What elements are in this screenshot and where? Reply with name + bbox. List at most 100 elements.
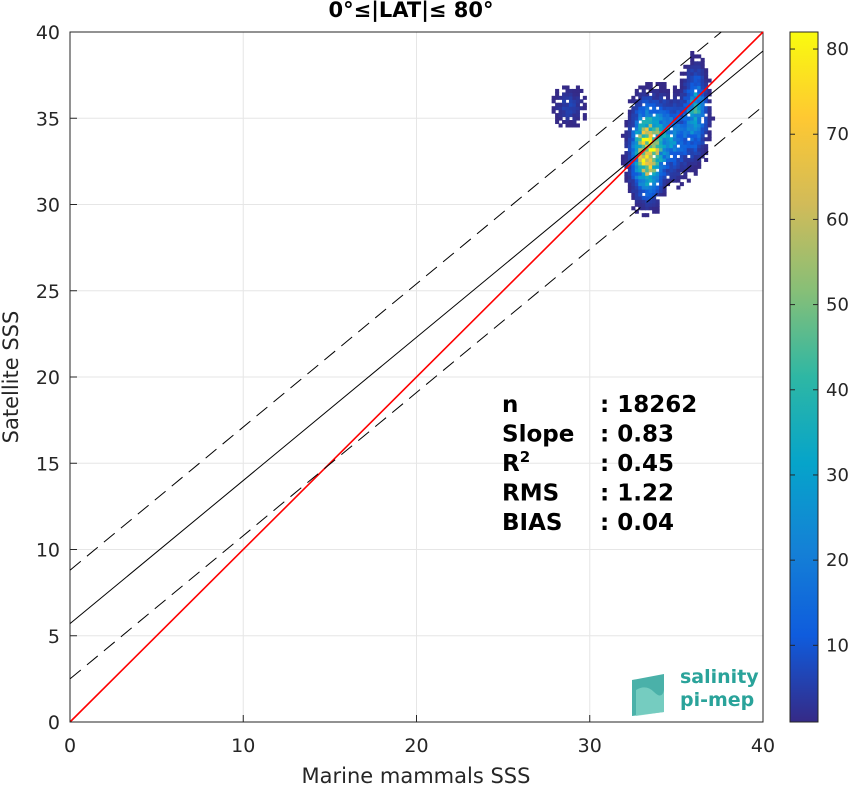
heatmap-cell [645, 85, 650, 90]
heatmap-cell [565, 113, 570, 118]
heatmap-cell [679, 164, 684, 169]
heatmap-cell [704, 116, 709, 121]
heatmap-cell [645, 140, 650, 145]
heatmap-cell [562, 85, 567, 90]
heatmap-cell [641, 144, 646, 149]
heatmap-cell [652, 199, 657, 204]
density-heatmap [551, 50, 716, 218]
heatmap-cell [648, 113, 653, 118]
heatmap-cell [662, 99, 667, 104]
heatmap-cell [641, 119, 646, 125]
heatmap-cell [562, 92, 567, 97]
heatmap-cell [645, 123, 650, 128]
heatmap-cell [631, 188, 636, 194]
heatmap-cell [568, 88, 574, 93]
heatmap-cell [659, 164, 664, 169]
x-tick-label: 30 [578, 735, 602, 757]
heatmap-cell [686, 92, 691, 97]
heatmap-cell [679, 137, 684, 142]
heatmap-cell [624, 151, 629, 156]
heatmap-cell [638, 185, 643, 190]
heatmap-cell [645, 202, 650, 207]
heatmap-cell [686, 85, 691, 90]
y-tick-label: 0 [48, 712, 60, 734]
heatmap-cell [659, 95, 664, 100]
heatmap-cell [679, 88, 684, 93]
heatmap-cell [575, 88, 580, 93]
heatmap-cell [565, 88, 570, 93]
heatmap-cell [662, 151, 667, 156]
colorbar-tick-label: 70 [826, 124, 849, 145]
heatmap-cell [641, 113, 646, 118]
heatmap-cell [655, 161, 660, 166]
heatmap-cell [641, 175, 646, 180]
heatmap-cell [627, 140, 632, 145]
heatmap-cell [707, 119, 712, 125]
heatmap-cell [707, 113, 712, 118]
heatmap-cell [648, 137, 653, 142]
stat-value: : 1.22 [600, 481, 674, 507]
stat-value: : 18262 [600, 392, 697, 418]
heatmap-cell [631, 164, 636, 169]
heatmap-cell [641, 206, 646, 211]
heatmap-cell [690, 140, 695, 145]
heatmap-cell [697, 68, 702, 73]
heatmap-cell [665, 95, 671, 100]
heatmap-cell [676, 99, 681, 104]
heatmap-cell [638, 171, 643, 176]
heatmap-cell [693, 75, 698, 80]
heatmap-cell [662, 137, 667, 142]
heatmap-cell [555, 113, 560, 118]
colorbar-tick-label: 40 [826, 380, 849, 401]
heatmap-cell [659, 85, 664, 90]
heatmap-cell [575, 102, 580, 107]
heatmap-cell [555, 92, 560, 97]
heatmap-cell [634, 192, 639, 197]
heatmap-cell [627, 133, 632, 138]
heatmap-cell [704, 82, 709, 87]
heatmap-cell [676, 109, 681, 114]
heatmap-cell [659, 147, 664, 152]
heatmap-cell [686, 157, 691, 162]
heatmap-cell [662, 171, 667, 176]
heatmap-cell [620, 157, 625, 162]
statistics-box: n: 18262 Slope: 0.83 R2: 0.45 RMS: 1.22 BIAS… [502, 392, 697, 536]
heatmap-cell [669, 168, 674, 173]
heatmap-cell [679, 147, 684, 152]
heatmap-cell [648, 126, 653, 131]
heatmap-cell [672, 144, 677, 149]
heatmap-cell [693, 64, 698, 69]
heatmap-cell [652, 175, 657, 180]
heatmap-cell [659, 102, 664, 107]
heatmap-cell [662, 116, 667, 121]
heatmap-cell [652, 123, 657, 128]
heatmap-cell [683, 102, 688, 107]
heatmap-cell [645, 161, 650, 166]
heatmap-cell [690, 123, 695, 128]
heatmap-cell [676, 137, 681, 142]
heatmap-cell [641, 123, 646, 128]
heatmap-cell [693, 140, 698, 145]
heatmap-cell [690, 157, 695, 162]
y-axis: 0 5 10 15 20 25 30 35 40 [36, 22, 77, 734]
heatmap-cell [676, 175, 681, 180]
heatmap-cell [676, 133, 681, 138]
heatmap-cell [665, 116, 671, 121]
heatmap-cell [645, 164, 650, 169]
heatmap-cell [648, 157, 653, 162]
heatmap-cell [683, 137, 688, 142]
heatmap-cell [645, 157, 650, 162]
heatmap-cell [676, 123, 681, 128]
heatmap-cell [700, 137, 705, 142]
heatmap-cell [648, 192, 653, 197]
heatmap-cell [565, 92, 570, 97]
heatmap-cell [655, 116, 660, 121]
heatmap-cell [700, 61, 705, 66]
heatmap-cell [655, 99, 660, 104]
heatmap-cell [641, 202, 646, 207]
heatmap-cell [676, 157, 681, 162]
heatmap-cell [652, 157, 657, 162]
heatmap-cell [693, 82, 698, 87]
heatmap-cell [700, 147, 705, 152]
heatmap-cell [659, 157, 664, 162]
